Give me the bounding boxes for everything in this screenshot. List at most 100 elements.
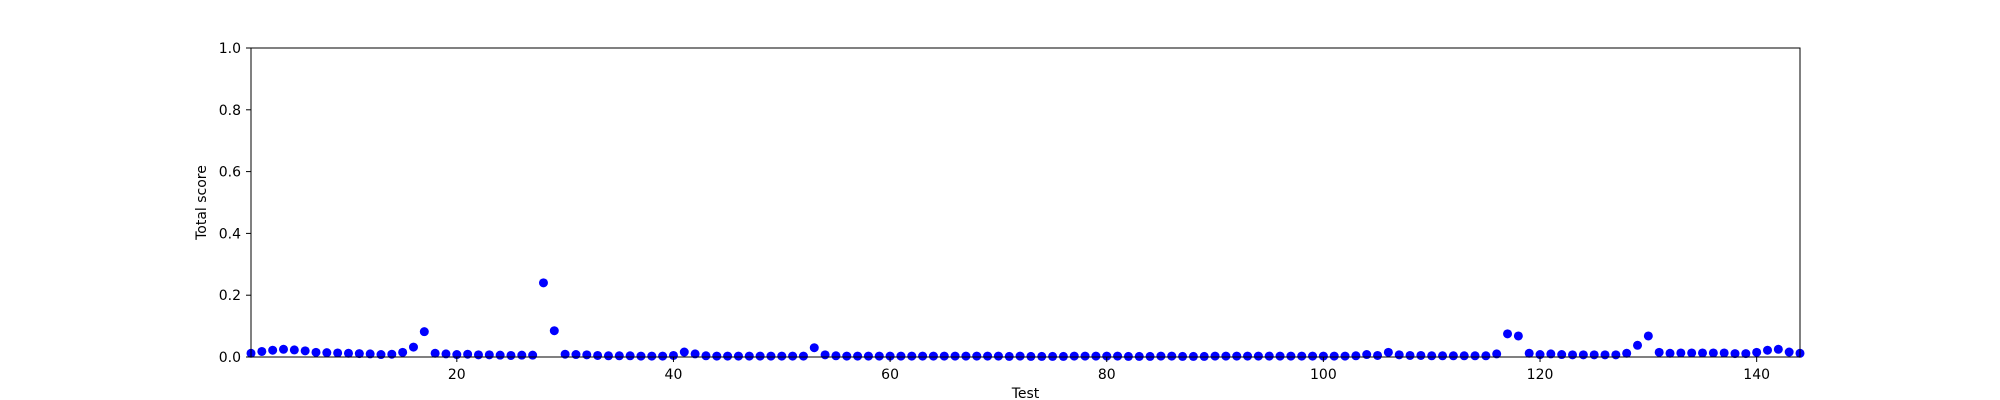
data-point (820, 350, 830, 360)
data-point (809, 343, 819, 353)
data-point (831, 351, 841, 361)
x-tick-label: 120 (1527, 367, 1554, 383)
data-point (1178, 351, 1188, 361)
data-point (1253, 351, 1263, 361)
data-point (560, 349, 570, 359)
data-point (907, 351, 917, 361)
data-point (549, 326, 559, 336)
data-point (939, 351, 949, 361)
data-point (1503, 329, 1513, 339)
data-point (278, 344, 288, 354)
data-point (1340, 351, 1350, 361)
y-tick-label: 0.0 (219, 350, 241, 366)
data-point (528, 350, 538, 360)
data-point (1622, 348, 1632, 358)
x-axis-ticks: 20 40 60 80 100 120 140 (448, 357, 1770, 383)
data-point (1362, 350, 1372, 360)
data-point (1405, 350, 1415, 360)
data-point (647, 351, 657, 361)
data-point (517, 350, 527, 360)
data-point (1373, 350, 1383, 360)
data-point (1383, 347, 1393, 357)
data-point (1589, 350, 1599, 360)
data-point (1058, 351, 1068, 361)
data-point (636, 351, 646, 361)
data-point (1048, 351, 1058, 361)
data-point (484, 350, 494, 360)
data-point (538, 278, 548, 288)
data-point (1513, 331, 1523, 341)
y-tick-label: 1.0 (219, 41, 241, 57)
data-point (874, 351, 884, 361)
data-point (863, 351, 873, 361)
data-point (571, 350, 581, 360)
data-points (246, 278, 1805, 361)
data-point (441, 349, 451, 359)
data-point (1102, 351, 1112, 361)
data-point (463, 349, 473, 359)
y-tick-label: 0.6 (219, 165, 241, 181)
data-point (1232, 351, 1242, 361)
data-point (1069, 351, 1079, 361)
x-axis-label: Test (1011, 386, 1040, 400)
data-point (777, 351, 787, 361)
data-point (1351, 351, 1361, 361)
data-point (788, 351, 798, 361)
plot-area-frame (250, 47, 1801, 358)
data-point (1752, 347, 1762, 357)
data-point (1763, 345, 1773, 355)
data-point (1665, 348, 1675, 358)
data-point (712, 351, 722, 361)
data-point (506, 350, 516, 360)
data-point (1080, 351, 1090, 361)
data-point (1784, 347, 1794, 357)
data-point (972, 351, 982, 361)
data-point (1004, 351, 1014, 361)
x-tick-label: 40 (665, 367, 683, 383)
data-point (1773, 344, 1783, 354)
x-tick-label: 140 (1743, 367, 1770, 383)
data-point (918, 351, 928, 361)
data-point (300, 346, 310, 356)
data-point (387, 349, 397, 359)
data-point (1730, 349, 1740, 359)
data-point (1698, 348, 1708, 358)
data-point (257, 346, 267, 356)
data-point (354, 349, 364, 359)
data-point (625, 351, 635, 361)
data-point (755, 351, 765, 361)
data-point (1524, 348, 1534, 358)
data-point (1123, 351, 1133, 361)
data-point (950, 351, 960, 361)
data-point (1221, 351, 1231, 361)
data-point (614, 351, 624, 361)
data-point (1329, 351, 1339, 361)
data-point (1600, 350, 1610, 360)
data-point (1286, 351, 1296, 361)
data-point (1459, 351, 1469, 361)
data-point (679, 347, 689, 357)
data-point (744, 351, 754, 361)
data-point (1199, 351, 1209, 361)
data-point (993, 351, 1003, 361)
data-point (603, 351, 613, 361)
x-tick-label: 80 (1098, 367, 1116, 383)
data-point (1470, 351, 1480, 361)
data-point (1188, 351, 1198, 361)
data-point (1145, 351, 1155, 361)
data-point (1275, 351, 1285, 361)
data-point (1026, 351, 1036, 361)
data-point (1741, 349, 1751, 359)
data-point (1568, 350, 1578, 360)
data-point (658, 351, 668, 361)
data-point (733, 351, 743, 361)
data-point (333, 348, 343, 358)
data-point (896, 351, 906, 361)
data-point (1308, 351, 1318, 361)
data-point (343, 348, 353, 358)
data-point (430, 348, 440, 358)
data-point (1438, 351, 1448, 361)
data-point (1578, 350, 1588, 360)
data-point (322, 348, 332, 358)
data-point (1318, 351, 1328, 361)
